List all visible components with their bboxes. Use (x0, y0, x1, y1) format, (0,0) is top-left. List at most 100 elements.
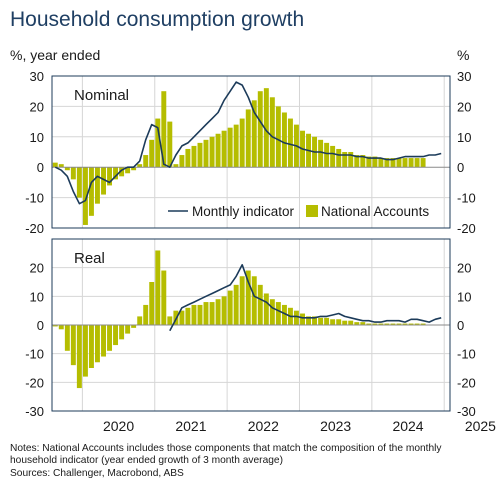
series-line-monthly-indicator (54, 81, 442, 205)
x-tick-label: 2022 (248, 418, 279, 434)
bar (300, 313, 305, 325)
bar (76, 167, 82, 198)
y-tick-label-left: 0 (37, 160, 44, 175)
bar (269, 299, 275, 325)
bar (408, 158, 414, 168)
notes-line: Notes: National Accounts includes those … (10, 443, 442, 454)
panel-label: Nominal (74, 87, 129, 104)
y-tick-label-left: -30 (25, 404, 44, 419)
bar (209, 302, 215, 325)
bar (239, 118, 245, 168)
bar (372, 323, 378, 325)
y-tick-label-right: 20 (457, 261, 471, 276)
bar (119, 325, 125, 340)
bar (191, 145, 197, 168)
legend-label: Monthly indicator (192, 204, 295, 219)
chart-title: Household consumption growth (10, 8, 305, 31)
bar (318, 139, 324, 168)
bar (143, 304, 149, 325)
bar (64, 167, 70, 171)
bar (324, 142, 330, 168)
bar (239, 276, 245, 325)
bar (88, 167, 94, 216)
x-tick-label: 2020 (103, 418, 134, 434)
bar (173, 164, 179, 168)
bar (366, 156, 372, 168)
y-tick-label-right: -10 (457, 191, 476, 206)
bar (263, 293, 269, 325)
x-tick-label: 2021 (175, 418, 206, 434)
bar (197, 304, 203, 325)
y-tick-label-right: 10 (457, 130, 471, 145)
bar (197, 142, 203, 168)
bar (221, 296, 227, 325)
bar (70, 325, 76, 366)
sources-line: Sources: Challenger, Macrobond, ABS (10, 467, 184, 479)
bar (275, 302, 281, 325)
bar (324, 317, 330, 325)
bar (179, 310, 185, 325)
y-tick-label-right: 20 (457, 99, 471, 114)
bar (167, 316, 173, 325)
bar (94, 325, 100, 363)
y-tick-label-left: 20 (30, 261, 44, 276)
bar (281, 304, 287, 325)
bar (76, 325, 82, 389)
bar (384, 158, 390, 168)
bar (221, 130, 227, 168)
bar (360, 155, 366, 168)
bar (52, 162, 58, 168)
nominal-frame (51, 75, 451, 229)
bar (137, 316, 143, 325)
real-grid (52, 239, 450, 411)
bar (245, 270, 251, 325)
y-tick-label-left: -10 (25, 191, 44, 206)
y-tick-label-left: 30 (30, 69, 44, 84)
bar (390, 323, 396, 325)
x-tick-label: 2024 (392, 418, 423, 434)
y-tick-label-left: -20 (25, 375, 44, 390)
bar (330, 319, 336, 325)
bar (209, 136, 215, 168)
bar (143, 155, 149, 168)
bar (149, 139, 155, 168)
bar (58, 164, 64, 168)
y-tick-label-right: -30 (457, 404, 476, 419)
bar (107, 325, 113, 351)
bar (113, 325, 119, 346)
y-tick-label-left: 10 (30, 130, 44, 145)
bar (312, 316, 318, 325)
bar (161, 270, 167, 325)
bar (125, 167, 131, 174)
bar (414, 323, 420, 325)
bar (384, 323, 390, 325)
y-tick-label-left: 20 (30, 99, 44, 114)
y-tick-label-left: -20 (25, 221, 44, 236)
real-line (169, 263, 442, 332)
bar (179, 155, 185, 168)
bar (94, 167, 100, 204)
bar (281, 112, 287, 168)
chart-legend: Monthly indicator National Accounts (168, 204, 429, 219)
bar (342, 320, 348, 325)
legend-bar-swatch (306, 205, 318, 217)
bar (119, 167, 125, 177)
y-tick-label-right: 0 (457, 318, 464, 333)
x-tick-label: 2023 (320, 418, 351, 434)
bar (390, 158, 396, 168)
bar (348, 152, 354, 168)
bar (257, 284, 263, 325)
panel-frame (51, 238, 451, 412)
bar (318, 317, 324, 325)
bar (378, 323, 384, 325)
bar (251, 276, 257, 325)
bar (306, 316, 312, 325)
bar (58, 325, 64, 330)
bar (342, 152, 348, 168)
bar (203, 302, 209, 325)
bar (227, 127, 233, 168)
panel-frame (51, 75, 451, 229)
y-axis-title-left: %, year ended (10, 47, 100, 63)
real-bars (52, 250, 426, 389)
y-tick-label-right: -10 (457, 347, 476, 362)
